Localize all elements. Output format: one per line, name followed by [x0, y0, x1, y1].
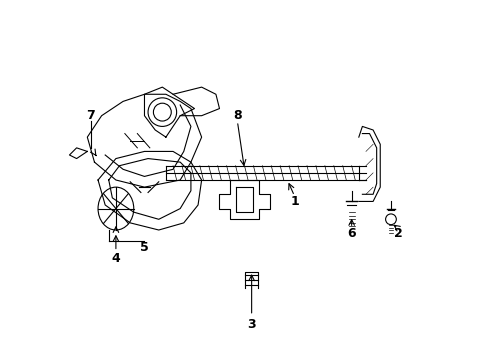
Text: 1: 1 — [289, 195, 298, 208]
Text: 3: 3 — [247, 318, 255, 331]
Text: 6: 6 — [346, 227, 355, 240]
Text: 7: 7 — [86, 109, 95, 122]
Text: 5: 5 — [140, 241, 148, 255]
Text: 2: 2 — [393, 227, 402, 240]
Text: 8: 8 — [233, 109, 241, 122]
Text: 4: 4 — [111, 252, 120, 265]
